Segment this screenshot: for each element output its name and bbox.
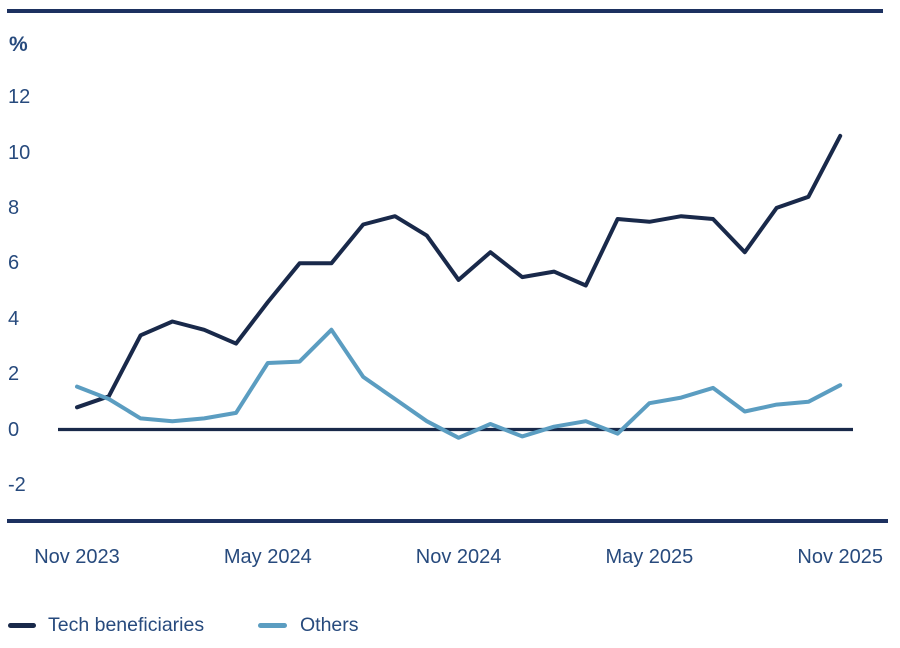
y-tick-label: 0 (8, 418, 20, 441)
y-tick-label: -2 (8, 473, 26, 496)
y-tick-label: 12 (8, 86, 31, 109)
y-axis-unit-label: % (9, 33, 29, 56)
tech-beneficiaries-legend-label: Tech beneficiaries (48, 614, 205, 636)
others-legend-swatch (258, 623, 287, 628)
others-legend-label: Others (300, 614, 359, 636)
y-tick-label: 6 (8, 252, 20, 275)
tech-beneficiaries-legend-swatch (8, 623, 36, 628)
top-frame-rule (7, 9, 883, 13)
y-tick-label: 4 (8, 307, 20, 330)
x-tick-label: May 2024 (223, 546, 312, 568)
x-tick-label: Nov 2025 (797, 546, 883, 568)
others-line (75, 327, 843, 440)
y-tick-label: 2 (8, 363, 20, 386)
x-tick-label: May 2025 (605, 546, 694, 568)
x-tick-label: Nov 2024 (415, 546, 502, 568)
x-tick-label: Nov 2023 (34, 546, 120, 568)
y-tick-label: 10 (8, 141, 31, 164)
x-axis-rule (7, 519, 888, 523)
tech-beneficiaries-line (75, 133, 843, 410)
y-tick-label: 8 (8, 196, 20, 219)
